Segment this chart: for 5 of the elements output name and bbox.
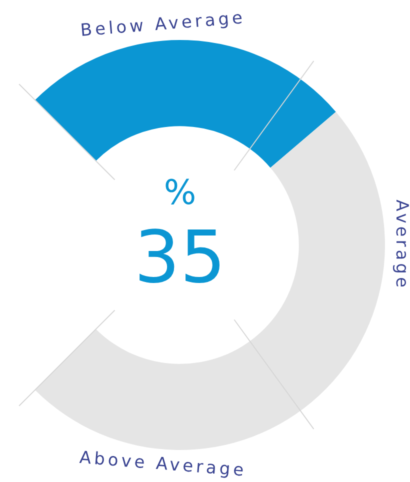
- text: Average: [391, 200, 410, 290]
- text: 35: [134, 215, 226, 299]
- text: Below Average: [79, 8, 246, 41]
- text: Above Average: [78, 448, 247, 482]
- text: %: [164, 173, 196, 213]
